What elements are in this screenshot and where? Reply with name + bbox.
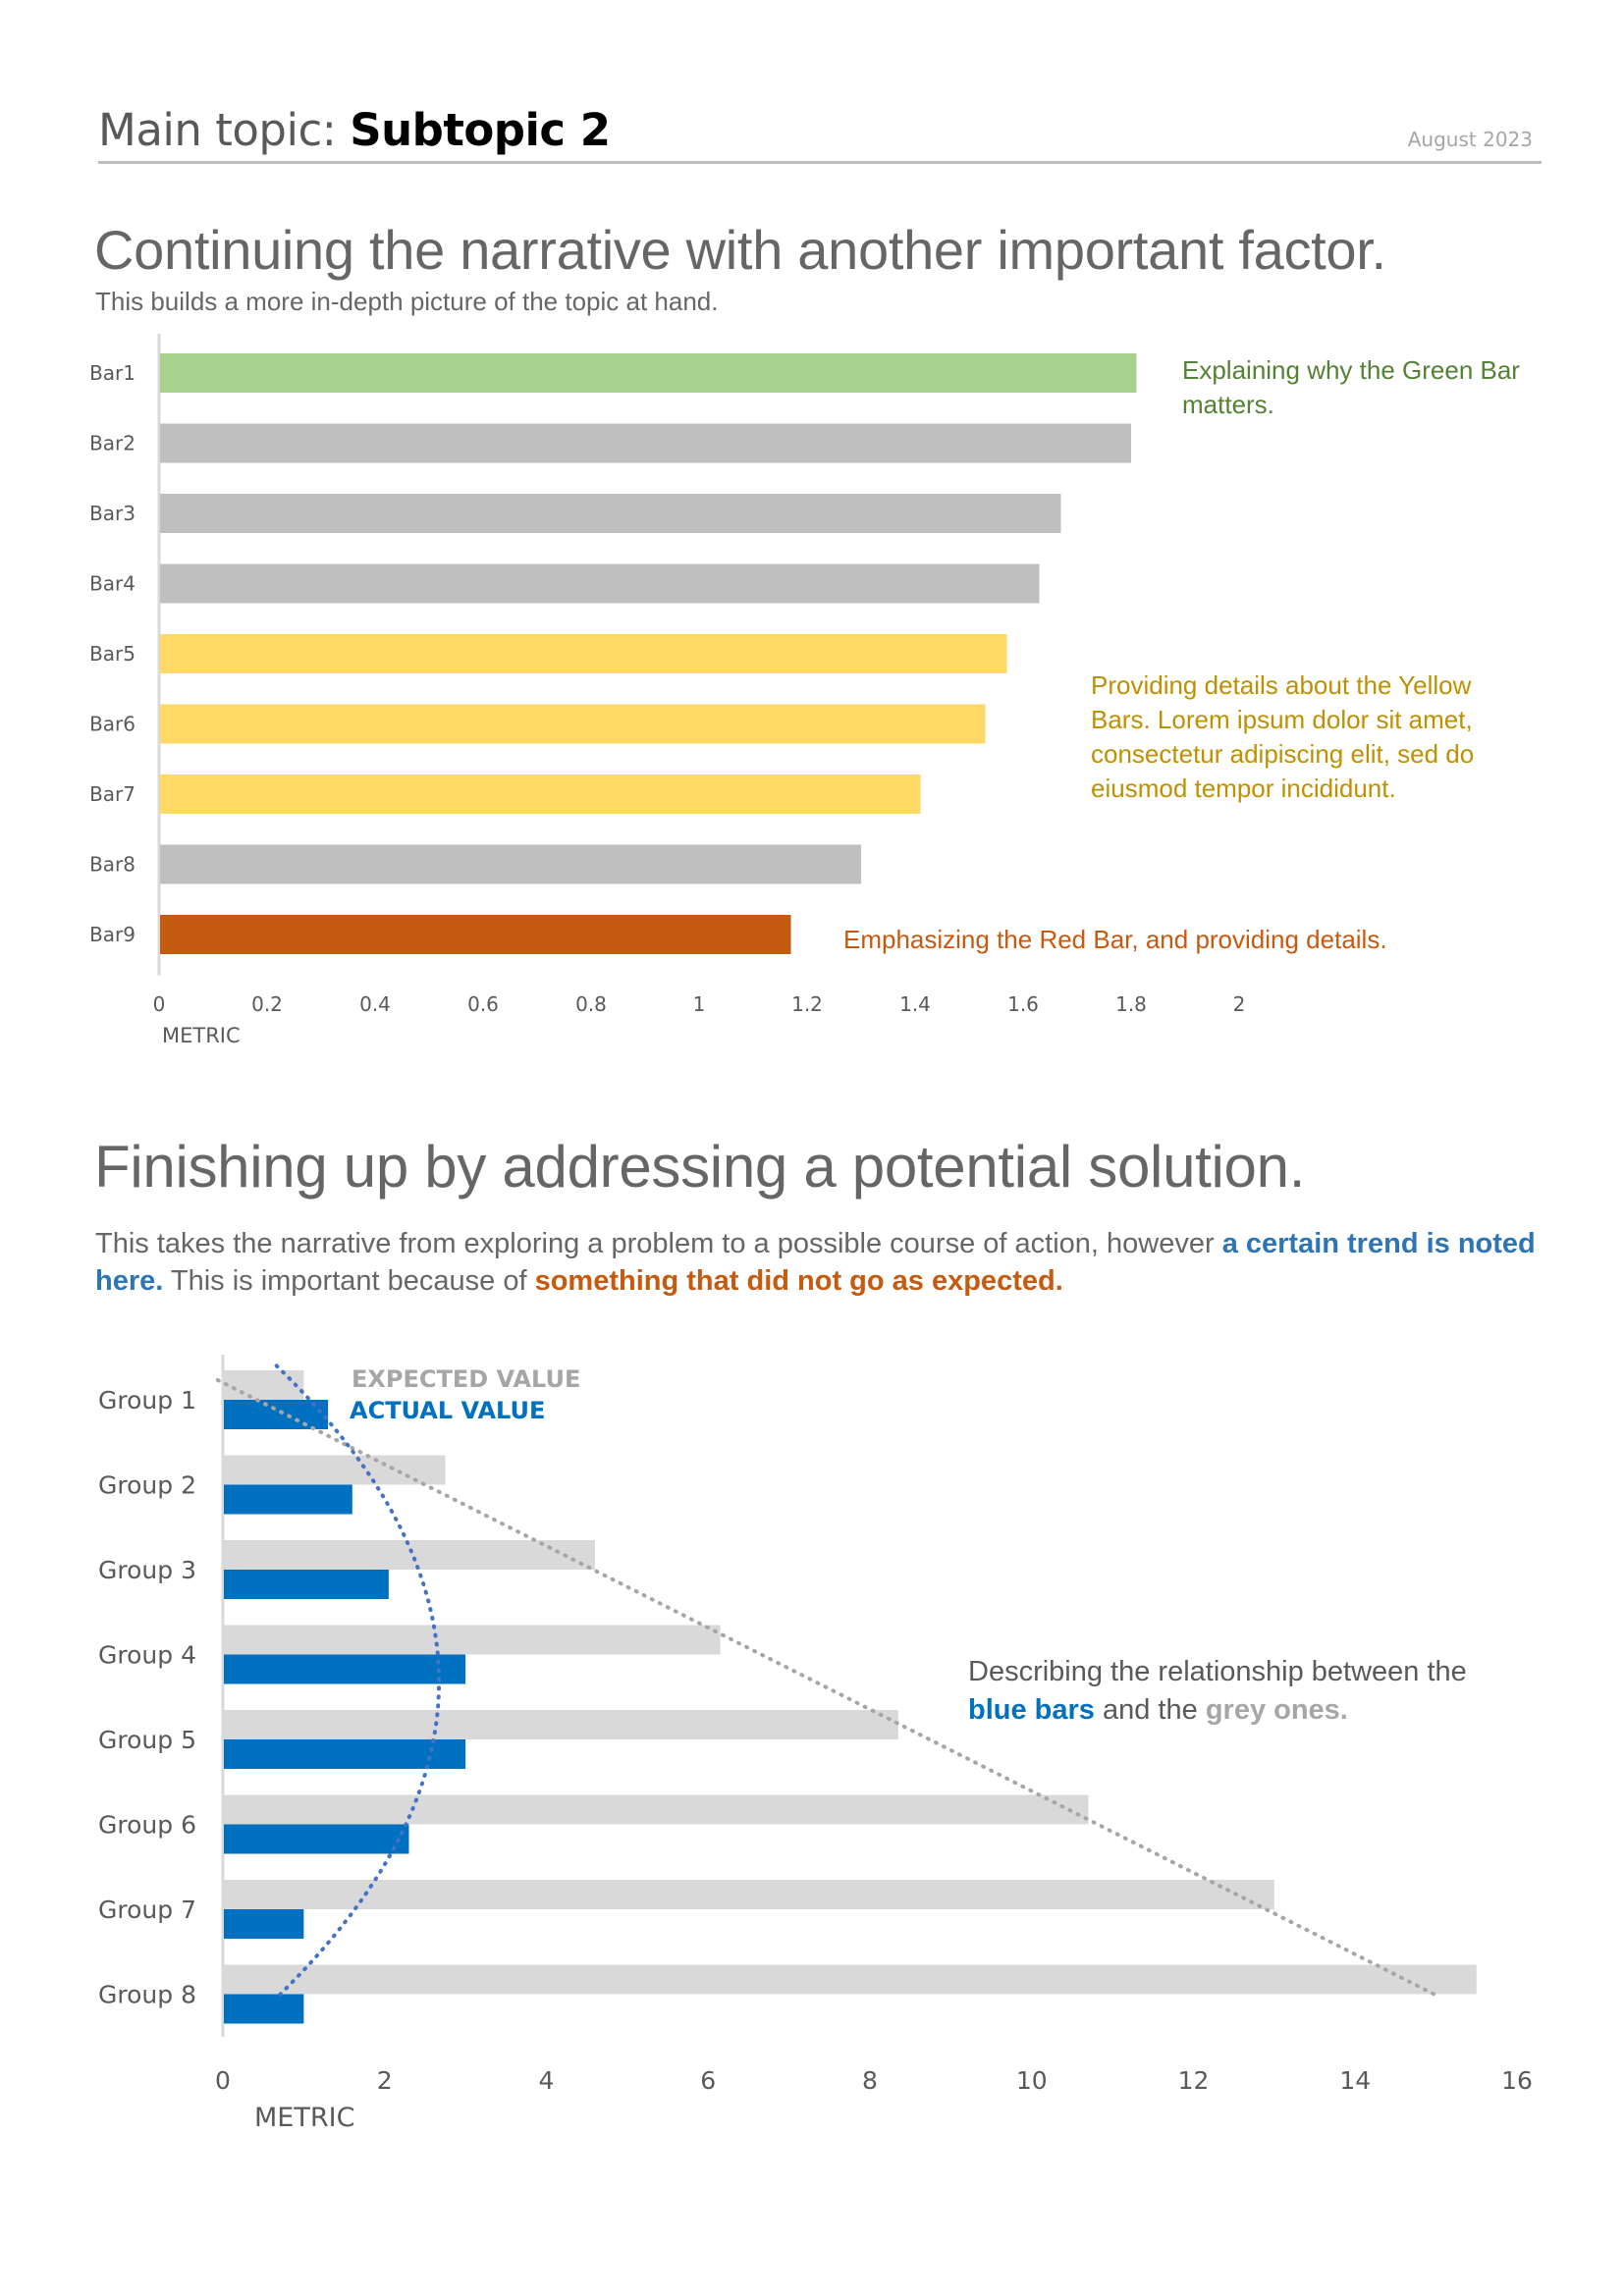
para-text-2: This is important because of — [163, 1265, 535, 1297]
x-tick-label: 1.6 — [1007, 992, 1039, 1016]
expected-bar-8 — [224, 1964, 1477, 1995]
bar-2 — [160, 423, 1131, 463]
note-grey-ones: grey ones. — [1205, 1694, 1348, 1726]
bar-4 — [160, 563, 1040, 604]
expected-bar-6 — [224, 1794, 1089, 1825]
legend-expected-value: EXPECTED VALUE — [352, 1365, 580, 1393]
expected-bar-7 — [224, 1880, 1274, 1909]
y-tick-label: Bar1 — [89, 361, 135, 385]
y-tick-label: Bar7 — [89, 782, 135, 806]
para-highlight-trend: a certain trend is noted here. — [95, 1228, 1536, 1297]
y-tick-label: Bar6 — [89, 713, 135, 736]
y-tick-label: Group 6 — [98, 1811, 196, 1840]
y-tick-label: Group 3 — [98, 1556, 196, 1584]
x-tick-label: 0.6 — [467, 992, 499, 1016]
note-text-2: and the — [1094, 1694, 1206, 1726]
header-date: August 2023 — [1407, 128, 1533, 151]
expected-bar-5 — [224, 1710, 898, 1739]
x-tick-label: 0.2 — [251, 992, 283, 1016]
bar-7 — [160, 774, 921, 814]
section2-paragraph: This takes the narrative from exploring … — [95, 1225, 1548, 1300]
actual-bar-2 — [224, 1484, 352, 1515]
x-tick-label: 10 — [1016, 2066, 1048, 2095]
x-tick-label: 1.2 — [791, 992, 823, 1016]
y-tick-label: Bar9 — [89, 923, 135, 946]
red-bar-annotation: Emphasizing the Red Bar, and providing d… — [843, 925, 1387, 954]
x-tick-label: 2 — [377, 2066, 393, 2095]
y-tick-label: Group 2 — [98, 1471, 196, 1500]
actual-trendline — [274, 1363, 442, 1997]
y-tick-label: Group 8 — [98, 1981, 196, 2009]
y-tick-label: Group 4 — [98, 1641, 196, 1670]
y-tick-label: Bar4 — [89, 572, 135, 596]
x-tick-label: 0 — [153, 992, 166, 1016]
x-tick-label: 0.4 — [359, 992, 391, 1016]
x-tick-label: 12 — [1178, 2066, 1210, 2095]
y-tick-label: Bar2 — [89, 432, 135, 455]
expected-bar-4 — [224, 1625, 721, 1655]
note-text-1: Describing the relationship between the — [968, 1656, 1467, 1687]
x-tick-label: 1.8 — [1115, 992, 1147, 1016]
yellow-bars-annotation: Providing details about the Yellow Bars.… — [1091, 670, 1475, 803]
relationship-annotation: Describing the relationship between the … — [968, 1653, 1518, 1730]
y-tick-label: Bar5 — [89, 642, 135, 666]
y-tick-label: Group 5 — [98, 1726, 196, 1754]
x-axis-title: METRIC — [162, 1024, 241, 1047]
bar-1 — [160, 353, 1137, 393]
x-axis-title: METRIC — [254, 2103, 354, 2133]
actual-bar-5 — [224, 1739, 466, 1769]
bar-5 — [160, 634, 1007, 673]
actual-bar-1 — [224, 1400, 329, 1429]
bar-9 — [160, 915, 791, 954]
x-tick-label: 0.8 — [575, 992, 607, 1016]
bar-8 — [160, 844, 861, 884]
bar-chart-2: Group 1 Group 2 Group 3 Group 4 Group 5 Group… — [98, 1355, 1533, 2133]
x-tick-label: 2 — [1233, 992, 1246, 1016]
main-topic-label: Main topic: — [98, 104, 351, 156]
x-tick-label: 1.4 — [899, 992, 931, 1016]
expected-bar-1 — [224, 1370, 304, 1400]
actual-bar-8 — [224, 1994, 304, 2024]
section1-title: Continuing the narrative with another im… — [94, 219, 1386, 281]
expected-bar-2 — [224, 1455, 446, 1485]
expected-trendline — [215, 1378, 1436, 1997]
green-bar-annotation: Explaining why the Green Bar matters. — [1182, 355, 1520, 419]
x-tick-label: 1 — [693, 992, 706, 1016]
x-tick-label: 8 — [862, 2066, 878, 2095]
page-header-title: Main topic: Subtopic 2 — [98, 104, 611, 156]
expected-bar-3 — [224, 1540, 595, 1570]
actual-bar-6 — [224, 1824, 409, 1854]
y-tick-label: Group 1 — [98, 1386, 196, 1415]
y-tick-label: Bar8 — [89, 853, 135, 877]
subtopic-label: Subtopic 2 — [350, 104, 611, 156]
para-highlight-unexpected: something that did not go as expected. — [534, 1265, 1063, 1297]
actual-bar-3 — [224, 1570, 389, 1599]
y-tick-label: Group 7 — [98, 1896, 196, 1924]
bar-chart-1: Bar1 Bar2 Bar3 Bar4 Bar5 Bar6 Bar7 Bar8 Bar9 0 0.2… — [89, 334, 1246, 1047]
bar-6 — [160, 704, 986, 744]
x-tick-label: 0 — [215, 2066, 231, 2095]
actual-bar-7 — [224, 1909, 304, 1939]
note-blue-bars: blue bars — [968, 1694, 1095, 1726]
x-tick-label: 16 — [1501, 2066, 1533, 2095]
section2-title: Finishing up by addressing a potential s… — [94, 1134, 1306, 1200]
x-tick-label: 4 — [539, 2066, 555, 2095]
bar-3 — [160, 494, 1061, 533]
x-tick-label: 14 — [1339, 2066, 1371, 2095]
section1-subtitle: This builds a more in-depth picture of t… — [95, 287, 719, 316]
actual-bar-4 — [224, 1654, 466, 1684]
para-text-1: This takes the narrative from exploring … — [95, 1228, 1222, 1259]
x-tick-label: 6 — [700, 2066, 716, 2095]
legend-actual-value: ACTUAL VALUE — [350, 1397, 545, 1424]
header-divider — [98, 161, 1542, 164]
y-tick-label: Bar3 — [89, 502, 135, 525]
